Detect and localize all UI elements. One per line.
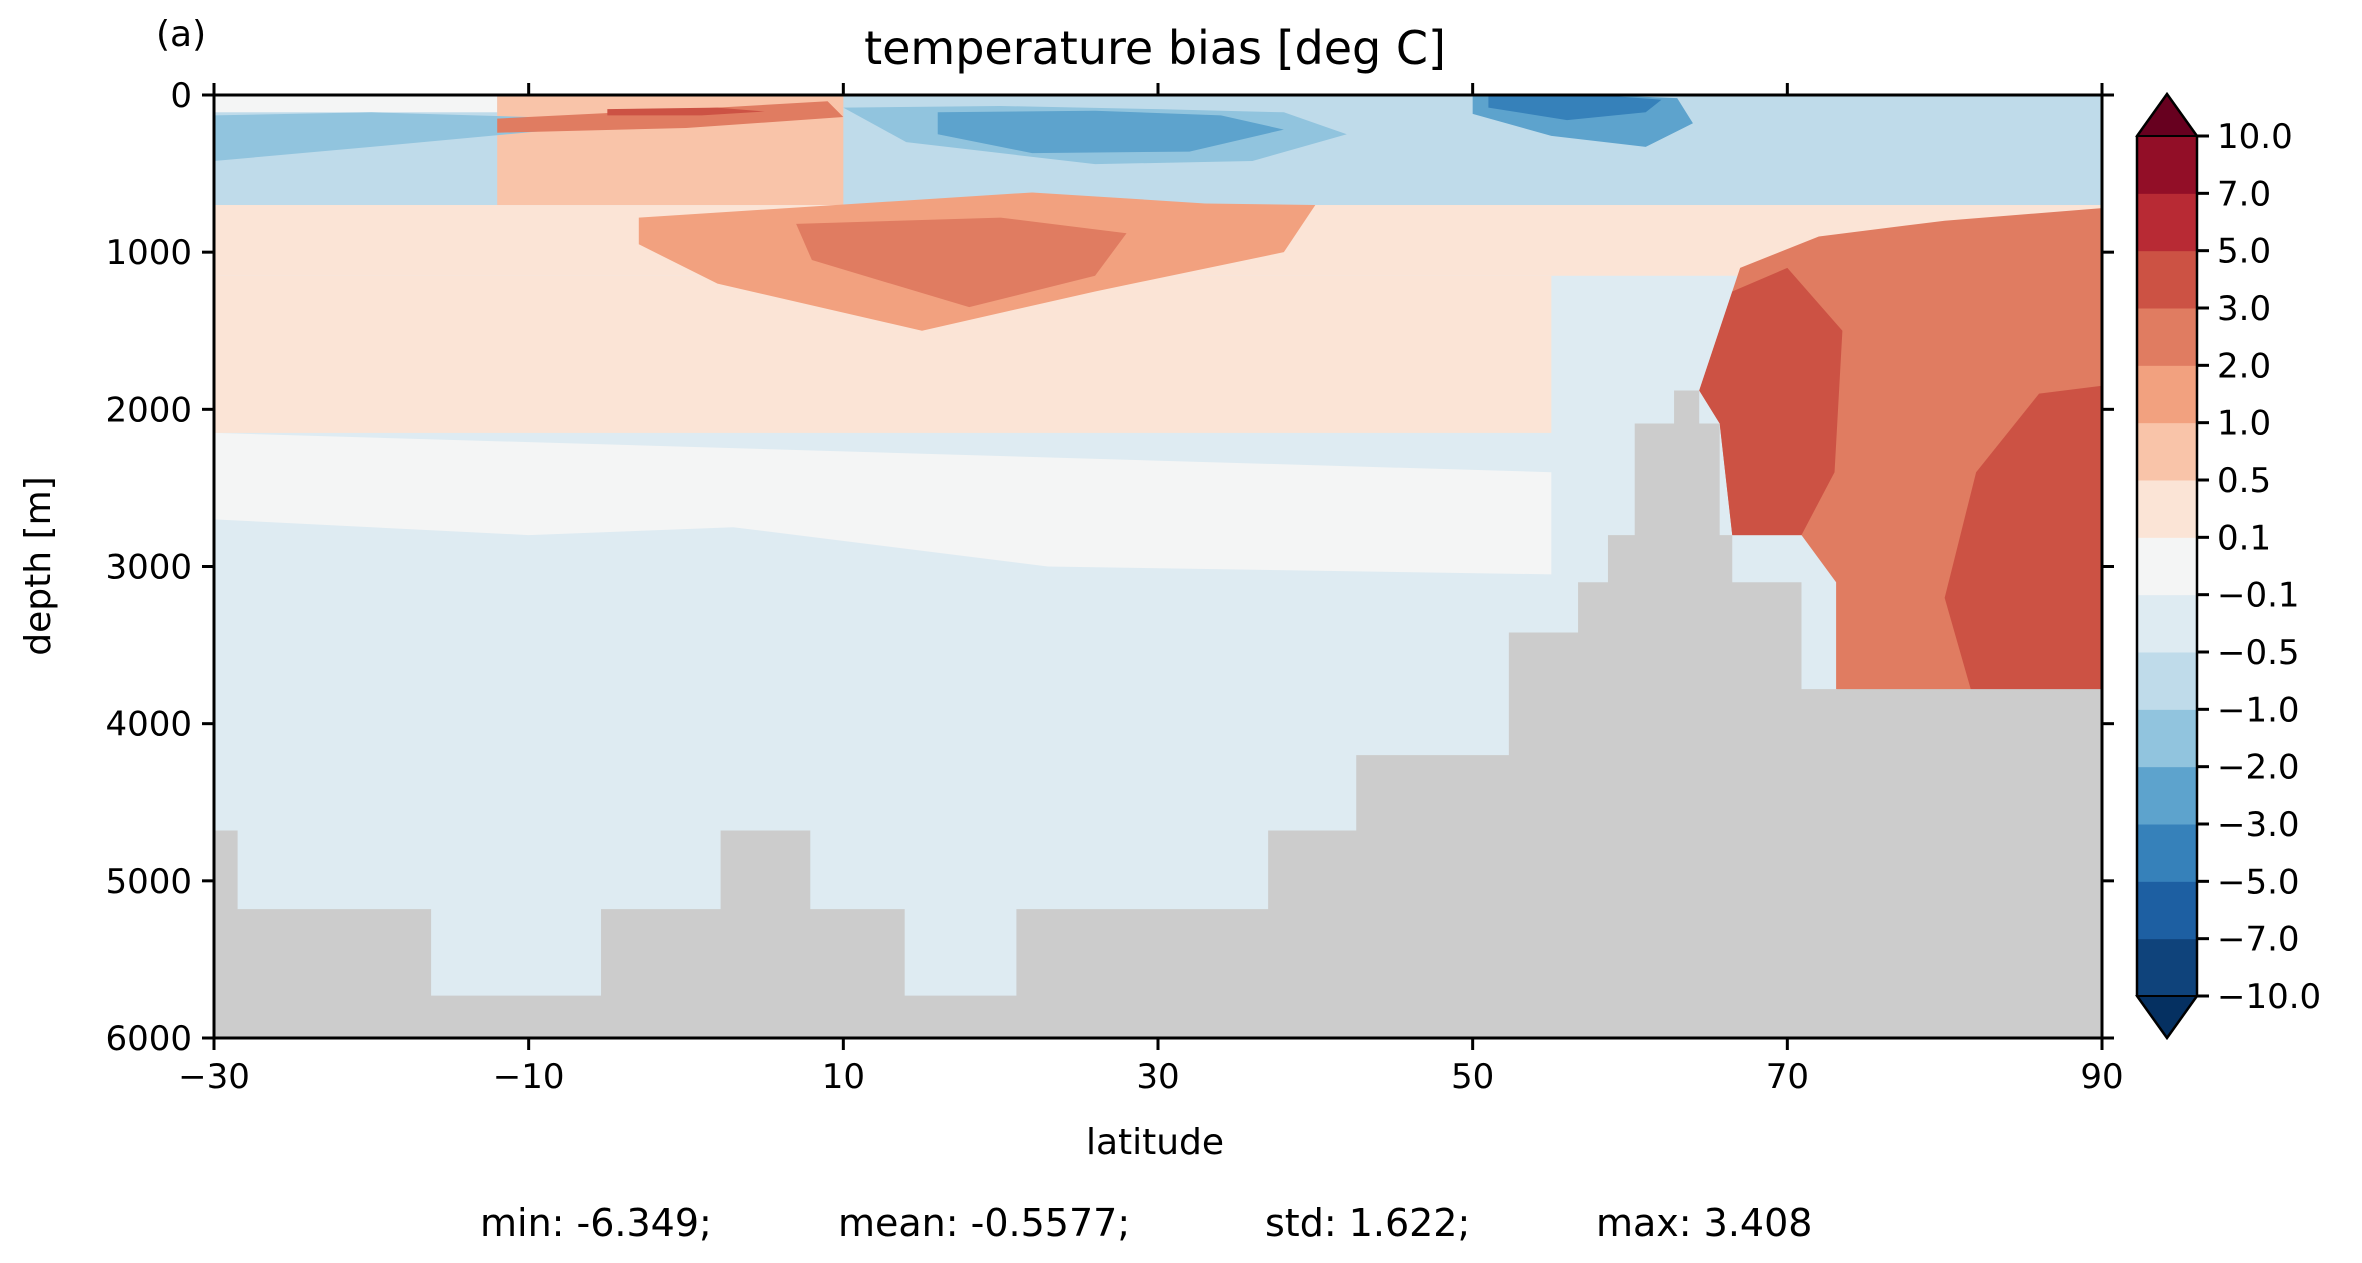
colorbar-segment [2137, 136, 2197, 194]
colorbar-segment [2137, 422, 2197, 481]
colorbar-tick-label: 5.0 [2217, 232, 2271, 272]
stat-min: min: -6.349; [480, 1201, 712, 1245]
colorbar-extend-over [2135, 92, 2199, 137]
y-tick-label: 1000 [105, 233, 192, 273]
colorbar-tick-label: −0.5 [2217, 633, 2300, 673]
colorbar-segment [2137, 938, 2197, 997]
field-region [497, 101, 844, 133]
stat-mean: mean: -0.5577; [838, 1201, 1130, 1245]
panel-label: (a) [156, 14, 206, 55]
colorbar-tick-label: 10.0 [2217, 117, 2293, 157]
colorbar-tick-label: 0.1 [2217, 518, 2271, 558]
x-axis-label: latitude [1086, 1122, 1224, 1163]
colorbar-tick-label: −1.0 [2217, 690, 2300, 730]
colorbar-tick-label: −0.1 [2217, 576, 2300, 616]
x-tick-label: 70 [1766, 1057, 1809, 1097]
colorbar-tick-label: −7.0 [2217, 920, 2300, 960]
colorbar-segment [2137, 537, 2197, 596]
colorbar-segment [2137, 824, 2197, 882]
y-axis-label: depth [m] [18, 476, 59, 655]
y-tick-label: 3000 [105, 548, 192, 588]
y-tick-label: 6000 [105, 1019, 192, 1059]
x-tick-label: 10 [822, 1057, 865, 1097]
y-axis: 0 1000 2000 3000 4000 5000 6000 [105, 76, 2114, 1059]
field-region [214, 432, 1552, 575]
land-mask [214, 390, 2102, 1038]
field-region [1944, 385, 2102, 724]
y-tick-label: 0 [170, 76, 192, 116]
colorbar-tick-label: −3.0 [2217, 805, 2300, 845]
colorbar-tick-label: 7.0 [2217, 174, 2271, 214]
colorbar-segment [2137, 652, 2197, 710]
colorbar-extend-under [2135, 995, 2199, 1040]
field-region [1699, 267, 1843, 536]
colorbar-segment [2137, 193, 2197, 252]
field-region [1488, 95, 1662, 121]
field-region [607, 107, 765, 116]
colorbar-tick-label: −10.0 [2217, 977, 2321, 1017]
x-tick-label: −30 [178, 1057, 250, 1097]
colorbar-segment [2137, 365, 2197, 424]
field-region [796, 217, 1127, 308]
stats-line: min: -6.349; mean: -0.5577; std: 1.622; … [480, 1201, 1812, 1245]
y-tick-label: 5000 [105, 862, 192, 902]
colorbar: −10.0 −7.0 −5.0 −3.0 −2.0 −1.0 −0.5 −0.1 0.1 0.5 1… [2135, 91, 2321, 1041]
x-tick-label: 90 [2080, 1057, 2123, 1097]
colorbar-tick-label: −5.0 [2217, 862, 2300, 902]
field-layer [214, 95, 498, 113]
y-tick-label: 2000 [105, 390, 192, 430]
colorbar-tick-label: −2.0 [2217, 748, 2300, 788]
x-tick-label: 50 [1451, 1057, 1494, 1097]
colorbar-tick-label: 0.5 [2217, 461, 2271, 501]
stat-std: std: 1.622; [1265, 1201, 1470, 1245]
stat-max: max: 3.408 [1596, 1201, 1812, 1245]
field-region [937, 110, 1284, 154]
colorbar-tick-label: 1.0 [2217, 404, 2271, 444]
colorbar-segment [2137, 881, 2197, 940]
plot-area [214, 95, 2102, 1038]
colorbar-segment [2137, 709, 2197, 768]
colorbar-segment [2137, 594, 2197, 653]
x-tick-label: 30 [1136, 1057, 1179, 1097]
chart-title: temperature bias [deg C] [864, 21, 1446, 75]
colorbar-segment [2137, 308, 2197, 366]
field-region [214, 112, 592, 162]
colorbar-segment [2137, 480, 2197, 538]
x-tick-label: −10 [493, 1057, 565, 1097]
x-axis: −30 −10 10 30 50 70 90 [178, 83, 2124, 1097]
colorbar-tick-label: 3.0 [2217, 289, 2271, 329]
colorbar-segment [2137, 766, 2197, 825]
y-tick-label: 4000 [105, 705, 192, 745]
colorbar-tick-label: 2.0 [2217, 346, 2271, 386]
colorbar-segment [2137, 250, 2197, 309]
